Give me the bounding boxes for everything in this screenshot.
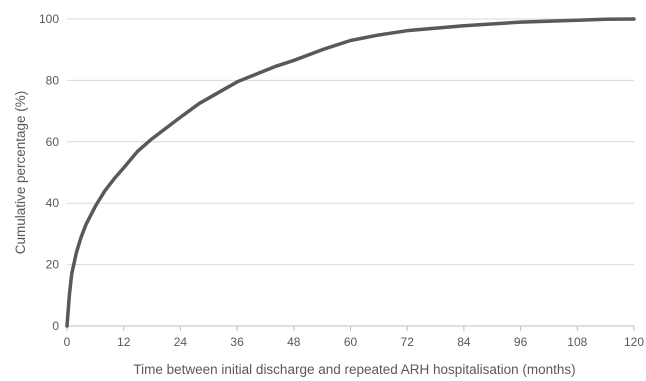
x-tick-label-48: 48 [287, 335, 301, 349]
x-tick-label-96: 96 [514, 335, 528, 349]
x-tick-label-84: 84 [457, 335, 471, 349]
x-tick-label-108: 108 [567, 335, 587, 349]
x-tick-label-36: 36 [230, 335, 244, 349]
axis-ticks [66, 326, 635, 331]
x-tick-label-120: 120 [624, 335, 644, 349]
x-tick-label-24: 24 [174, 335, 188, 349]
x-tick-label-12: 12 [117, 335, 131, 349]
y-tick-label-80: 80 [46, 73, 60, 87]
y-tick-label-40: 40 [46, 196, 60, 210]
y-tick-label-20: 20 [46, 258, 60, 272]
y-tick-label-100: 100 [39, 12, 59, 26]
x-tick-label-0: 0 [64, 335, 71, 349]
gridlines [67, 18, 634, 266]
tick-labels: 0 20 40 60 80 100 0 12 24 36 48 60 72 84 96 108 120 [39, 12, 644, 349]
y-axis-title: Cumulative percentage (%) [13, 91, 28, 255]
x-tick-label-60: 60 [344, 335, 358, 349]
series-line [65, 17, 636, 328]
x-axis-title: Time between initial discharge and repea… [133, 362, 575, 377]
y-tick-label-60: 60 [46, 135, 60, 149]
y-tick-label-0: 0 [52, 319, 59, 333]
x-tick-label-72: 72 [401, 335, 415, 349]
